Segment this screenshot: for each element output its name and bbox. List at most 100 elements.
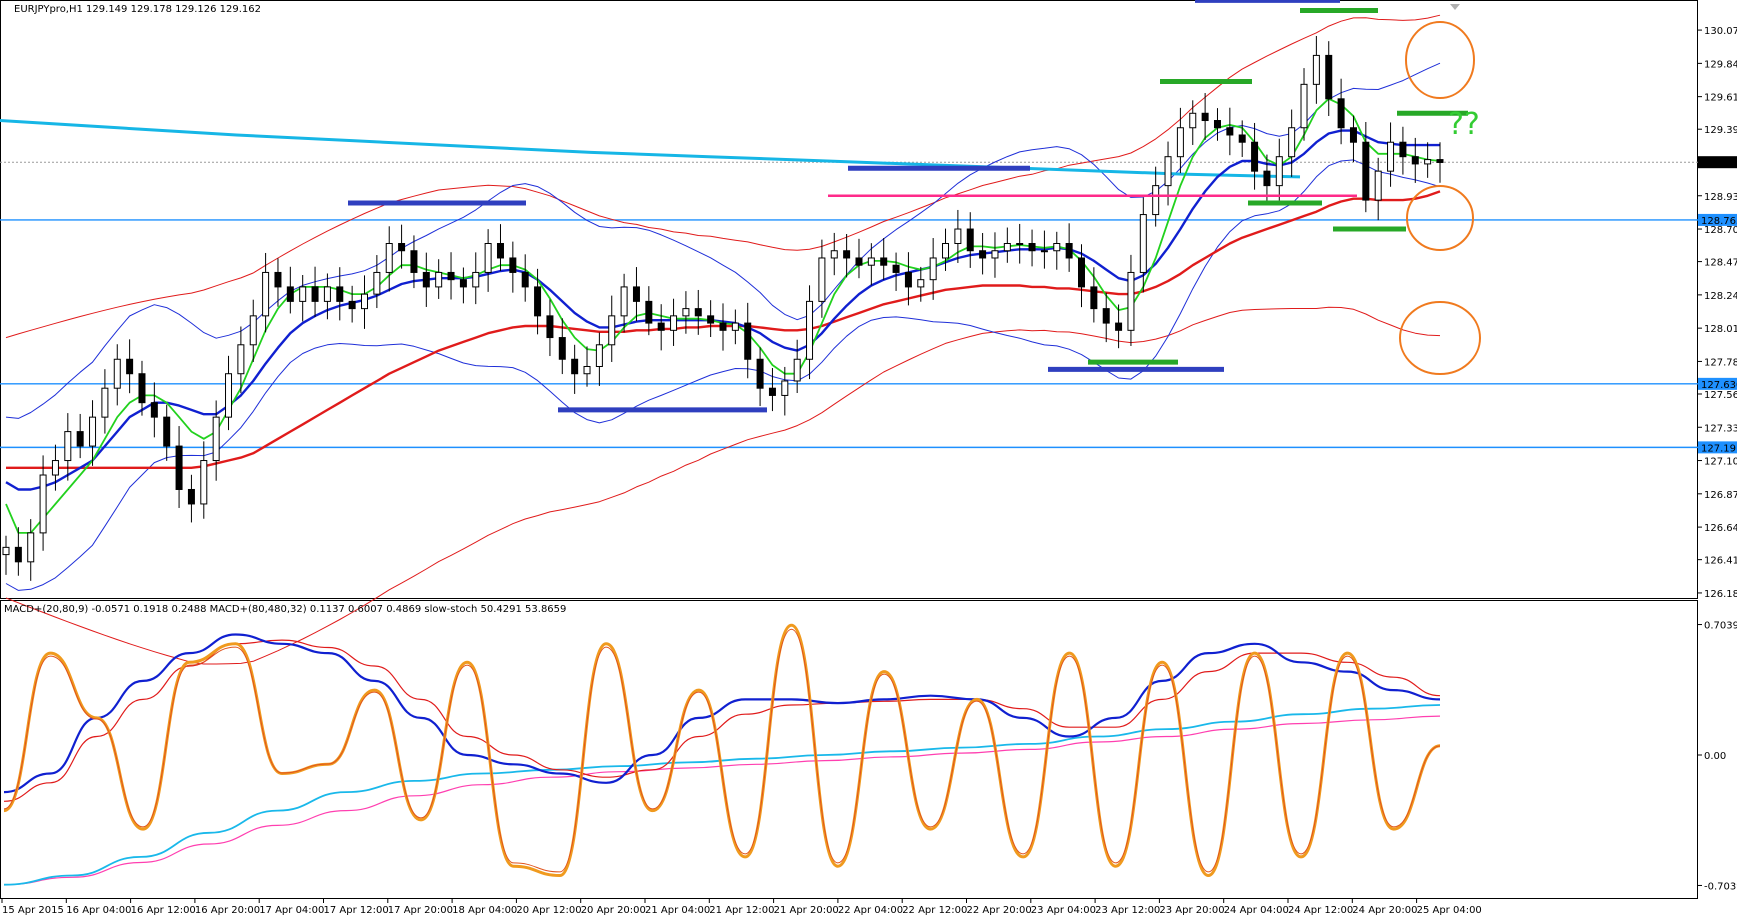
candle [1065, 223, 1073, 272]
candle-body-bear [398, 243, 406, 252]
candle-body-bull [27, 532, 35, 563]
candle [299, 274, 307, 322]
long-signal-pink [3, 715, 1441, 886]
macd-tick-label: 0.7039 [1704, 621, 1737, 632]
candle-body-bear [744, 322, 752, 360]
candle-body-bull [1374, 170, 1382, 201]
candle [855, 238, 863, 279]
price-tick-label: 127.560 [1704, 390, 1737, 401]
level-label: 128.763 [1701, 216, 1737, 227]
candle [1337, 78, 1345, 145]
candle-body-bear [546, 315, 554, 339]
candle [27, 519, 35, 581]
candle-body-bear [76, 431, 84, 447]
candle [348, 285, 356, 323]
time-tick-label: 21 Apr 12:00 [709, 905, 774, 916]
candle-body-bear [534, 286, 542, 317]
candle-body-bull [1424, 159, 1432, 165]
candle [1040, 230, 1048, 269]
candle [1411, 137, 1419, 183]
candle-body-bull [237, 344, 245, 375]
time-tick-label: 18 Apr 04:00 [452, 905, 517, 916]
candle-body-bear [1065, 243, 1073, 259]
candle [904, 252, 912, 306]
candle [14, 527, 22, 576]
candle [212, 400, 220, 481]
candle [422, 252, 430, 307]
candle [1226, 107, 1234, 156]
candle-body-bear [447, 271, 455, 281]
candle [274, 258, 282, 307]
candle [571, 344, 579, 394]
candle [1115, 304, 1123, 349]
upper-band-blue [5, 62, 1441, 419]
price-tick-label: 127.100 [1704, 457, 1737, 468]
candle-body-bull [682, 308, 690, 317]
time-tick-label: 21 Apr 20:00 [774, 905, 839, 916]
candle [2, 535, 10, 575]
time-tick-label: 23 Apr 04:00 [1031, 905, 1096, 916]
candle [843, 233, 851, 278]
time-tick-label: 23 Apr 12:00 [1095, 905, 1160, 916]
candle [1003, 227, 1011, 263]
candle [51, 444, 59, 491]
candle [818, 239, 826, 318]
candle [76, 413, 84, 459]
orange-circle-annotation [1405, 21, 1475, 99]
candle-body-bull [64, 431, 72, 462]
candle-body-bull [1387, 141, 1395, 172]
candle [991, 232, 999, 278]
time-tick-label: 22 Apr 04:00 [838, 905, 903, 916]
candle [1374, 157, 1382, 221]
candle [806, 285, 814, 380]
candle-body-bull [373, 271, 381, 295]
candle-body-bear [274, 271, 282, 288]
candle [719, 303, 727, 351]
candle-body-bear [855, 257, 863, 266]
candle [187, 474, 195, 523]
candle [459, 267, 467, 304]
time-tick-label: 16 Apr 12:00 [131, 905, 196, 916]
candle-body-bull [1176, 127, 1184, 158]
candle-body-bear [509, 257, 517, 273]
candle [410, 235, 418, 289]
candle-body-bear [336, 286, 344, 302]
candle-body-bull [385, 243, 393, 273]
candle-body-bull [1300, 83, 1308, 129]
candle-body-bull [917, 279, 925, 288]
candle-body-bull [731, 322, 739, 331]
time-tick-label: 17 Apr 20:00 [388, 905, 453, 916]
candle-body-bull [583, 365, 591, 375]
candle [620, 273, 628, 333]
time-tick-label: 20 Apr 12:00 [516, 905, 581, 916]
candle [447, 252, 455, 300]
candle-body-bull [1003, 243, 1011, 252]
candle-body-bull [867, 257, 875, 266]
shift-marker-icon [1450, 4, 1460, 10]
candle [929, 238, 937, 300]
candle [966, 212, 974, 268]
candle-body-bear [422, 271, 430, 288]
current-price-label: 129.162 [1701, 158, 1737, 169]
candle [1201, 93, 1209, 140]
candle-body-bull [942, 243, 950, 259]
candle [1436, 142, 1444, 183]
candle [163, 404, 171, 461]
candle-body-bear [1436, 159, 1444, 163]
candle [311, 266, 319, 318]
candle-body-bear [496, 243, 504, 259]
candle-body-bear [1399, 141, 1407, 158]
candle [1387, 122, 1395, 187]
candle [707, 300, 715, 337]
candle [521, 254, 529, 302]
candle [608, 295, 616, 362]
candle-body-bear [175, 445, 183, 490]
candle-body-bear [979, 250, 987, 259]
level-badge [1698, 441, 1737, 454]
candle-body-bull [435, 271, 443, 288]
level-badge [1698, 377, 1737, 390]
candle [237, 326, 245, 394]
candle [64, 413, 72, 481]
